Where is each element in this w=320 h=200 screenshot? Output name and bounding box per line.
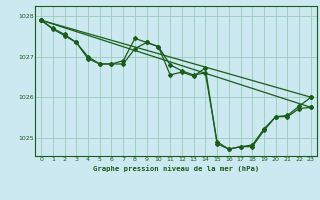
X-axis label: Graphe pression niveau de la mer (hPa): Graphe pression niveau de la mer (hPa) xyxy=(93,165,259,172)
